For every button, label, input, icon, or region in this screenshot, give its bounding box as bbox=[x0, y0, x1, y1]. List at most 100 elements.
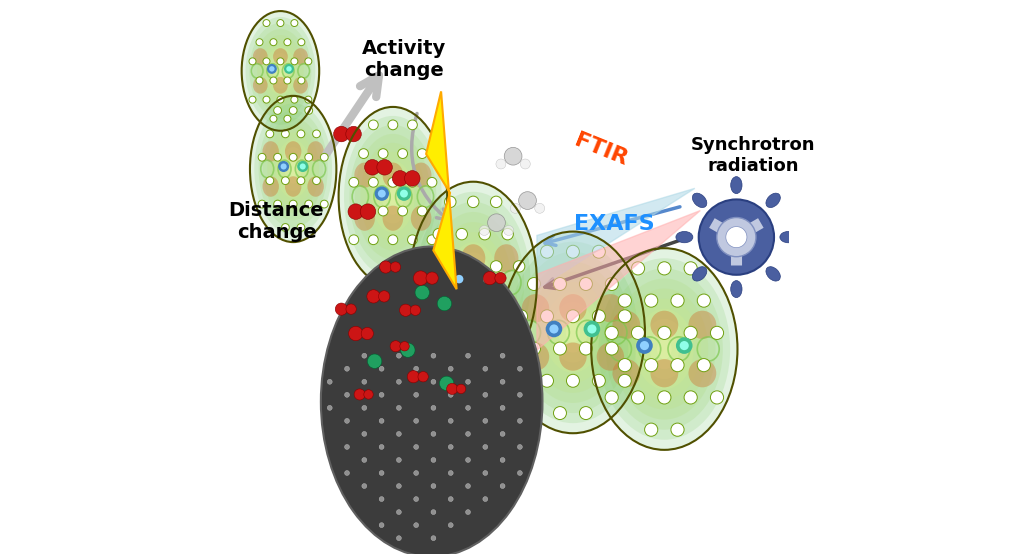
Circle shape bbox=[328, 379, 332, 384]
Circle shape bbox=[345, 444, 349, 449]
Ellipse shape bbox=[271, 132, 314, 206]
Circle shape bbox=[298, 77, 305, 84]
Circle shape bbox=[657, 262, 671, 275]
Ellipse shape bbox=[428, 293, 453, 321]
Circle shape bbox=[644, 358, 657, 372]
Circle shape bbox=[345, 392, 349, 397]
Circle shape bbox=[588, 325, 597, 334]
Circle shape bbox=[518, 192, 537, 209]
Ellipse shape bbox=[261, 41, 300, 101]
Circle shape bbox=[360, 204, 376, 219]
Ellipse shape bbox=[253, 29, 307, 113]
Circle shape bbox=[305, 200, 312, 208]
Circle shape bbox=[287, 66, 292, 71]
Circle shape bbox=[517, 470, 522, 475]
Circle shape bbox=[377, 160, 392, 175]
Circle shape bbox=[541, 375, 554, 387]
Circle shape bbox=[711, 326, 724, 340]
Circle shape bbox=[554, 278, 566, 290]
Circle shape bbox=[452, 271, 467, 287]
Ellipse shape bbox=[529, 272, 616, 393]
Circle shape bbox=[431, 484, 436, 489]
Ellipse shape bbox=[766, 193, 780, 208]
Circle shape bbox=[369, 120, 378, 130]
Text: Activity
change: Activity change bbox=[361, 39, 446, 80]
Ellipse shape bbox=[606, 268, 723, 430]
Circle shape bbox=[517, 392, 522, 397]
Circle shape bbox=[427, 235, 437, 245]
Circle shape bbox=[490, 325, 502, 337]
Text: Synchrotron
radiation: Synchrotron radiation bbox=[691, 136, 815, 175]
Circle shape bbox=[455, 275, 464, 284]
Circle shape bbox=[408, 235, 418, 245]
Ellipse shape bbox=[780, 232, 797, 243]
Circle shape bbox=[297, 177, 305, 184]
Circle shape bbox=[263, 58, 270, 65]
Ellipse shape bbox=[349, 125, 436, 269]
Circle shape bbox=[266, 130, 273, 138]
Circle shape bbox=[479, 293, 490, 304]
Ellipse shape bbox=[642, 319, 686, 379]
Circle shape bbox=[263, 96, 270, 103]
Ellipse shape bbox=[377, 170, 410, 224]
Circle shape bbox=[290, 153, 297, 161]
Circle shape bbox=[291, 58, 298, 65]
Circle shape bbox=[513, 261, 525, 272]
Circle shape bbox=[305, 58, 312, 65]
Circle shape bbox=[449, 496, 454, 501]
Circle shape bbox=[379, 444, 384, 449]
Circle shape bbox=[496, 159, 506, 169]
Circle shape bbox=[466, 353, 470, 358]
Ellipse shape bbox=[383, 162, 403, 188]
Circle shape bbox=[566, 245, 580, 258]
Ellipse shape bbox=[599, 258, 730, 440]
Polygon shape bbox=[426, 91, 457, 289]
Circle shape bbox=[378, 206, 388, 216]
Ellipse shape bbox=[371, 161, 415, 233]
Circle shape bbox=[379, 418, 384, 423]
Circle shape bbox=[298, 39, 305, 45]
Circle shape bbox=[273, 106, 282, 114]
Ellipse shape bbox=[253, 77, 267, 94]
Circle shape bbox=[414, 470, 419, 475]
Ellipse shape bbox=[382, 179, 403, 214]
Circle shape bbox=[276, 58, 284, 65]
Circle shape bbox=[390, 341, 401, 352]
Circle shape bbox=[379, 291, 390, 302]
Text: Distance
change: Distance change bbox=[228, 201, 325, 242]
Circle shape bbox=[636, 337, 652, 354]
Circle shape bbox=[270, 115, 276, 122]
Ellipse shape bbox=[293, 48, 308, 65]
Circle shape bbox=[550, 325, 558, 334]
Circle shape bbox=[312, 177, 321, 184]
Circle shape bbox=[483, 392, 487, 397]
Circle shape bbox=[431, 510, 436, 515]
Ellipse shape bbox=[285, 176, 301, 197]
Circle shape bbox=[510, 203, 520, 213]
Circle shape bbox=[368, 354, 382, 368]
Ellipse shape bbox=[454, 252, 493, 313]
Circle shape bbox=[361, 379, 367, 384]
Circle shape bbox=[397, 148, 408, 158]
Circle shape bbox=[397, 264, 408, 273]
Ellipse shape bbox=[250, 23, 311, 119]
Ellipse shape bbox=[281, 147, 306, 191]
Circle shape bbox=[717, 218, 756, 257]
Circle shape bbox=[456, 293, 468, 304]
Ellipse shape bbox=[285, 155, 302, 183]
Ellipse shape bbox=[650, 359, 678, 387]
Circle shape bbox=[605, 326, 618, 340]
Circle shape bbox=[399, 304, 412, 316]
Circle shape bbox=[517, 444, 522, 449]
Circle shape bbox=[335, 303, 347, 315]
Circle shape bbox=[273, 153, 282, 161]
Circle shape bbox=[290, 200, 297, 208]
Ellipse shape bbox=[268, 53, 292, 89]
Circle shape bbox=[273, 200, 282, 208]
Circle shape bbox=[345, 418, 349, 423]
Circle shape bbox=[433, 293, 444, 304]
Ellipse shape bbox=[559, 294, 587, 322]
Circle shape bbox=[584, 321, 600, 337]
Ellipse shape bbox=[559, 342, 587, 371]
Circle shape bbox=[415, 285, 429, 300]
